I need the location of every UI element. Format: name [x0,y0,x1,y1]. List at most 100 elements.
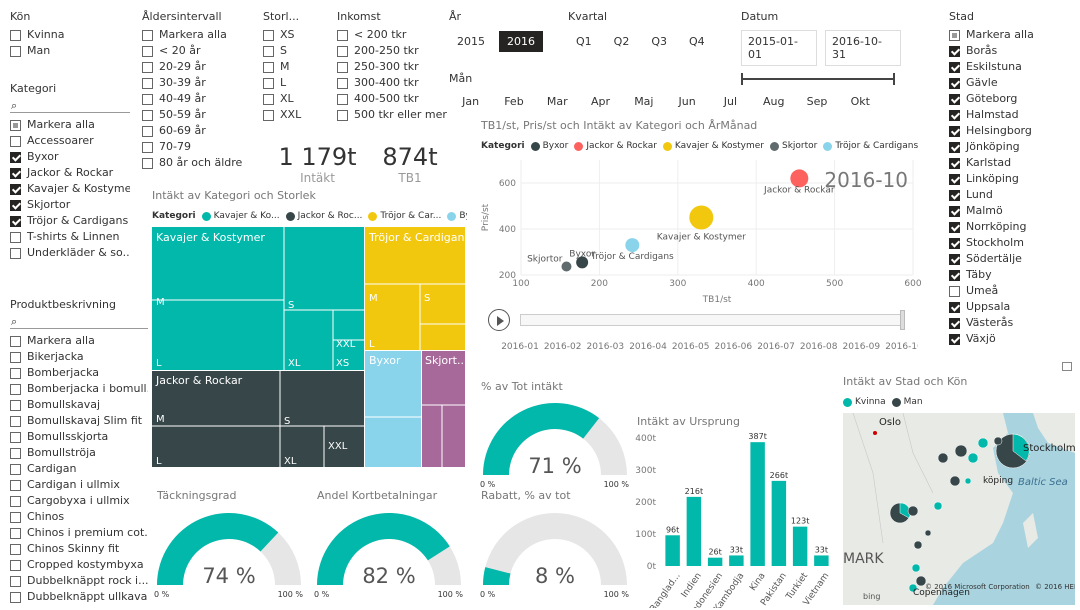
checkbox[interactable] [10,415,21,427]
stad-item[interactable]: Eskilstuna [949,59,1059,75]
produkt-item[interactable]: Bomullskavaj [10,397,148,413]
inkomst-item[interactable]: 200-250 tkr [337,43,447,59]
produkt-item[interactable]: Bomberjacka [10,365,148,381]
produkt-item[interactable]: Markera alla [10,333,148,349]
stad-item[interactable]: Helsingborg [949,123,1059,139]
checkbox[interactable] [10,511,21,523]
checkbox[interactable] [10,45,21,57]
stad-item[interactable]: Södertälje [949,251,1059,267]
kategori-item[interactable]: Tröjor & Cardigans [10,213,130,229]
play-button[interactable] [488,309,510,331]
legend-item-label[interactable]: Kavajer & Ko... [213,211,280,221]
legend-item-label[interactable]: Jackor & Roc... [297,211,363,221]
storlek-item[interactable]: XL [263,91,323,107]
stad-item[interactable]: Västerås [949,315,1059,331]
legend-item-label[interactable]: Kvinna [855,397,886,407]
checkbox[interactable] [337,93,348,105]
month-button[interactable]: Apr [591,95,611,108]
checkbox[interactable] [10,543,21,555]
year-button[interactable]: 2015 [457,35,485,48]
checkbox[interactable] [10,199,21,211]
alder-item[interactable]: < 20 år [142,43,252,59]
checkbox[interactable] [949,125,960,137]
inkomst-item[interactable]: 400-500 tkr [337,91,447,107]
play-handle[interactable] [900,310,905,330]
alder-item[interactable]: Markera alla [142,27,252,43]
stad-item[interactable]: Umeå [949,283,1059,299]
alder-item[interactable]: 20-29 år [142,59,252,75]
checkbox[interactable] [10,495,21,507]
checkbox[interactable] [949,189,960,201]
checkbox[interactable] [337,29,348,41]
checkbox[interactable] [337,45,348,57]
month-button[interactable]: Sep [806,95,828,108]
stad-item[interactable]: Norrköping [949,219,1059,235]
produkt-item[interactable]: Dubbelknäppt rock i... [10,573,148,589]
checkbox[interactable] [949,285,960,297]
checkbox[interactable] [10,463,21,475]
checkbox[interactable] [10,383,21,395]
checkbox[interactable] [10,591,21,603]
checkbox[interactable] [10,215,21,227]
produkt-item[interactable]: Bomullströja [10,445,148,461]
quarter-button[interactable]: Q3 [651,35,668,48]
kategori-item[interactable]: Accessoarer [10,133,130,149]
checkbox[interactable] [142,157,153,169]
year-button[interactable]: 2016 [499,31,543,52]
checkbox[interactable] [142,109,153,121]
kategori-item[interactable]: Kavajer & Kostymer [10,181,130,197]
checkbox[interactable] [949,205,960,217]
produkt-item[interactable]: Cardigan [10,461,148,477]
stad-item[interactable]: Malmö [949,203,1059,219]
checkbox[interactable] [10,247,21,259]
stad-item[interactable]: Linköping [949,171,1059,187]
checkbox[interactable] [949,77,960,89]
storlek-item[interactable]: L [263,75,323,91]
kategori-search[interactable]: ⌕ [10,99,130,113]
produkt-item[interactable]: Bomberjacka i bomull... [10,381,148,397]
alder-item[interactable]: 80 år och äldre [142,155,252,171]
checkbox[interactable] [10,431,21,443]
legend-item-label[interactable]: Kavajer & Kostymer [674,141,764,151]
storlek-item[interactable]: XXL [263,107,323,123]
date-range-slider[interactable] [741,73,895,85]
stad-item[interactable]: Jönköping [949,139,1059,155]
checkbox[interactable] [10,135,21,147]
checkbox[interactable] [10,527,21,539]
kategori-item[interactable]: Markera alla [10,117,130,133]
checkbox[interactable] [949,141,960,153]
kategori-item[interactable]: Skjortor [10,197,130,213]
produkt-search[interactable]: ⌕ [10,315,148,329]
produkt-item[interactable]: Bomullskavaj Slim fit [10,413,148,429]
date-to-input[interactable]: 2016-10-31 [825,30,901,66]
month-button[interactable]: Jun [678,95,696,108]
alder-item[interactable]: 40-49 år [142,91,252,107]
checkbox[interactable] [10,351,21,363]
storlek-item[interactable]: S [263,43,323,59]
checkbox[interactable] [949,61,960,73]
play-axis[interactable]: 2016-01 2016-02 2016-03 2016-04 2016-05 2016-… [488,307,918,359]
legend-item-label[interactable]: Tröjor & Car... [380,211,442,221]
month-button[interactable]: Jul [723,95,738,108]
kategori-item[interactable]: Underkläder & so... [10,245,130,261]
checkbox[interactable] [142,125,153,137]
checkbox[interactable] [949,29,960,41]
kategori-item[interactable]: Jackor & Rockar [10,165,130,181]
stad-item[interactable]: Gävle [949,75,1059,91]
checkbox[interactable] [949,333,960,345]
checkbox[interactable] [10,167,21,179]
month-button[interactable]: Aug [762,95,785,108]
legend-item-label[interactable]: Skjortor [782,141,818,151]
checkbox[interactable] [263,109,274,121]
stad-item[interactable]: Lund [949,187,1059,203]
checkbox[interactable] [142,93,153,105]
checkbox[interactable] [10,183,21,195]
legend-item-label[interactable]: Man [903,397,923,407]
quarter-button[interactable]: Q4 [689,35,705,48]
stad-item[interactable]: Markera alla [949,27,1059,43]
treemap-chart[interactable]: Kavajer & Kostymer M L S XL XXL XS Tröjo… [152,227,465,467]
produkt-item[interactable]: Cargobyxa i ullmix [10,493,148,509]
checkbox[interactable] [142,141,153,153]
bar-chart-ursprung[interactable]: 0t100t200t300t400t96tBanglad...216tIndie… [632,428,837,608]
checkbox[interactable] [10,29,21,41]
